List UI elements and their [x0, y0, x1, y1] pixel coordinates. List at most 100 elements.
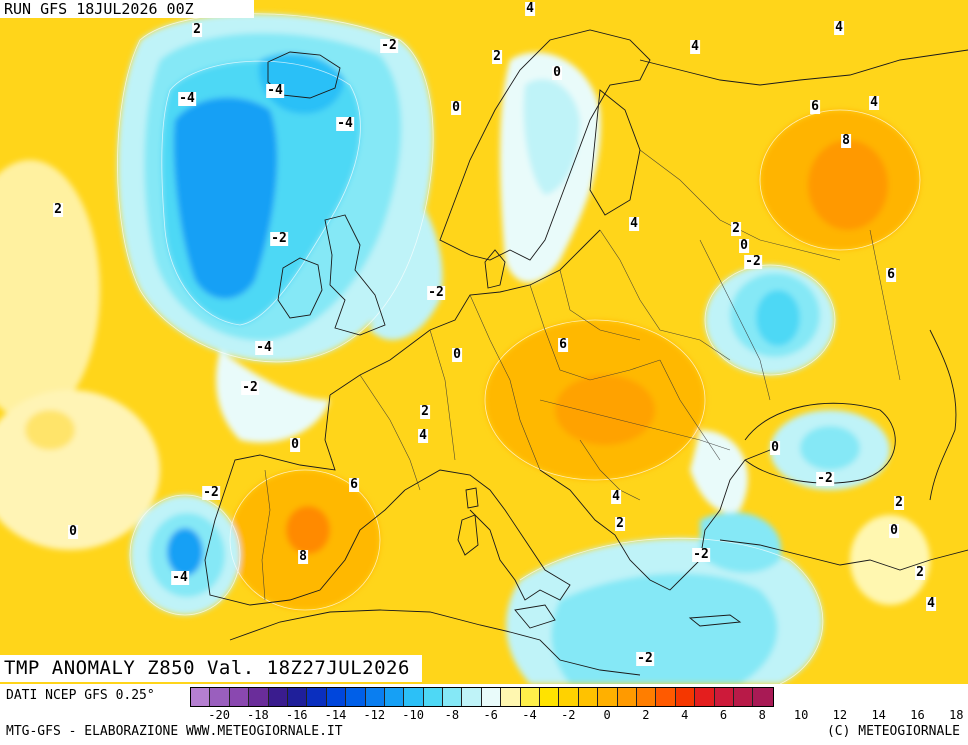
contour-label: -2 [636, 651, 654, 666]
map-title: TMP ANOMALY Z850 Val. 18Z27JUL2026 [0, 655, 422, 682]
scale-swatch [753, 688, 773, 706]
scale-swatch [695, 688, 715, 706]
scale-swatch [365, 688, 385, 706]
contour-label: 2 [615, 516, 625, 531]
scale-swatch [481, 688, 502, 706]
scale-swatch [249, 688, 269, 706]
contour-label: 4 [690, 39, 700, 54]
contour-label: 0 [889, 523, 899, 538]
scale-tick-label: 18 [949, 708, 964, 722]
contour-label: 0 [290, 437, 300, 452]
scale-swatch [501, 688, 521, 706]
contour-label: -2 [380, 38, 398, 53]
contour-label: 8 [298, 549, 308, 564]
scale-swatch [617, 688, 637, 706]
scale-tick-label: 10 [793, 708, 809, 722]
contour-label: 2 [731, 221, 741, 236]
scale-swatch [540, 688, 560, 706]
scale-tick-label: -18 [247, 708, 269, 722]
scale-tick-label: 4 [681, 708, 689, 722]
scale-tick-label: -16 [285, 708, 308, 722]
contour-label: -2 [816, 471, 834, 486]
contour-label: 6 [886, 267, 896, 282]
scale-swatch [733, 688, 754, 706]
scale-tick-label: -20 [208, 708, 230, 722]
scale-swatch [636, 688, 657, 706]
scale-tick-label: -2 [561, 708, 576, 722]
contour-label: -2 [202, 485, 220, 500]
scale-tick-label: 14 [871, 708, 886, 722]
contour-label: -4 [171, 570, 189, 585]
scale-tick-label: 0 [603, 708, 611, 722]
contour-label: 0 [770, 440, 780, 455]
contour-label: -2 [692, 547, 710, 562]
scale-swatch [287, 688, 308, 706]
scale-swatch [384, 688, 405, 706]
scale-swatch [404, 688, 424, 706]
contour-label: 4 [926, 596, 936, 611]
color-scale-ticks: -20 -18 -16 -14 -12 -10 -8 -6 -4 -2 0 2 4 6 8 10 12 14 16 1… [190, 708, 966, 724]
anomaly-field [0, 13, 968, 684]
contour-label: 8 [841, 133, 851, 148]
scale-tick-label: -14 [324, 708, 347, 722]
contour-label: 2 [420, 404, 430, 419]
contour-label: 4 [611, 489, 621, 504]
scale-swatch [229, 688, 250, 706]
scale-swatch [268, 688, 288, 706]
scale-swatch [326, 688, 347, 706]
contour-label: 4 [525, 1, 535, 16]
contour-label: 4 [834, 20, 844, 35]
scale-swatch [714, 688, 734, 706]
contour-label: 6 [349, 477, 359, 492]
scale-swatch [191, 688, 211, 706]
color-scale [190, 687, 774, 707]
scale-tick-label: 6 [719, 708, 728, 722]
footer: DATI NCEP GFS 0.25° -20 -18 -16 -14 -12 -10 -8… [0, 684, 968, 745]
elaboration-credit: MTG-GFS - ELABORAZIONE WWW.METEOGIORNALE… [6, 724, 343, 739]
contour-label: 6 [558, 337, 568, 352]
contour-label: 0 [451, 100, 461, 115]
contour-label: 4 [869, 95, 879, 110]
contour-label: 2 [894, 495, 904, 510]
scale-tick-label: -12 [363, 708, 386, 722]
contour-label: 0 [68, 524, 78, 539]
contour-label: -2 [270, 231, 288, 246]
scale-swatch [346, 688, 366, 706]
contour-label: 6 [810, 99, 820, 114]
scale-tick-label: -4 [522, 708, 537, 722]
scale-swatch [462, 688, 482, 706]
scale-swatch [675, 688, 696, 706]
scale-swatch [520, 688, 541, 706]
scale-swatch [443, 688, 463, 706]
scale-swatch [578, 688, 599, 706]
scale-tick-label: -6 [483, 708, 498, 722]
anomaly-map: RUN GFS 18JUL2026 00Z 2 4 4 4 -2 2 0 -4 -4 -4 0 6 4 8… [0, 0, 968, 684]
scale-swatch [598, 688, 618, 706]
contour-label: 4 [629, 216, 639, 231]
contour-label: 0 [739, 238, 749, 253]
contour-label: -4 [336, 116, 354, 131]
contour-label: -2 [241, 380, 259, 395]
contour-label: -2 [744, 254, 762, 269]
contour-label: 0 [552, 65, 562, 80]
contour-label: -4 [266, 83, 284, 98]
contour-label: 2 [492, 49, 502, 64]
contour-label: 2 [915, 565, 925, 580]
contour-label: -4 [255, 340, 273, 355]
contour-label: -2 [427, 285, 445, 300]
contour-label: -4 [178, 91, 196, 106]
scale-tick-label: -8 [444, 708, 460, 722]
data-source: DATI NCEP GFS 0.25° [6, 688, 155, 703]
contour-label: 0 [452, 347, 462, 362]
contour-label: 2 [53, 202, 63, 217]
scale-swatch [423, 688, 444, 706]
scale-swatch [656, 688, 676, 706]
scale-swatch [307, 688, 327, 706]
contour-label: 4 [418, 428, 428, 443]
scale-swatch [210, 688, 230, 706]
scale-tick-label: -10 [402, 708, 424, 722]
scale-tick-label: 8 [758, 708, 766, 722]
scale-swatch [559, 688, 579, 706]
run-label: RUN GFS 18JUL2026 00Z [0, 0, 254, 18]
scale-tick-label: 12 [832, 708, 848, 722]
